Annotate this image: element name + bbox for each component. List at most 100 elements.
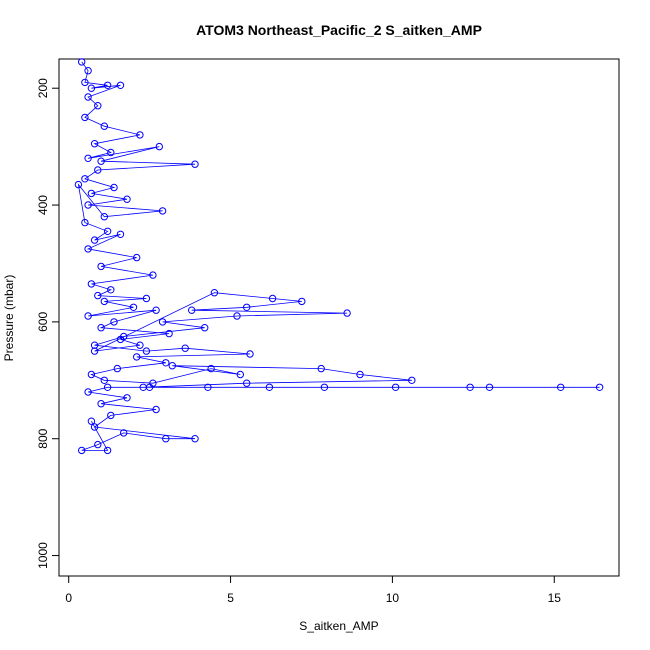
data-point: [100, 376, 109, 384]
data-point: [97, 262, 105, 271]
data-point: [136, 341, 144, 349]
data-point: [123, 195, 131, 203]
data-point: [90, 423, 99, 431]
data-point: [81, 78, 89, 87]
data-point: [87, 189, 96, 198]
data-point: [84, 312, 92, 320]
y-axis-label: Pressure (mbar): [2, 275, 16, 362]
data-point: [191, 160, 199, 168]
data-point: [97, 400, 105, 408]
data-point: [90, 347, 99, 355]
data-point: [97, 324, 105, 332]
x-tick-label: 10: [386, 591, 400, 605]
data-point: [107, 286, 115, 294]
data-point: [90, 341, 99, 349]
data-point: [343, 309, 351, 317]
data-point: [90, 236, 99, 244]
data-point: [142, 294, 151, 303]
data-point: [595, 383, 604, 391]
data-point: [87, 417, 96, 425]
data-point: [113, 364, 122, 373]
data-point: [158, 318, 167, 326]
data-point: [243, 379, 251, 387]
data-point: [298, 297, 306, 306]
y-tick-label: 1000: [36, 542, 50, 569]
data-point: [81, 218, 89, 227]
data-point: [81, 113, 89, 122]
data-point: [107, 411, 115, 420]
data-point: [158, 207, 167, 215]
data-point: [188, 306, 196, 314]
y-tick-label: 600: [36, 312, 50, 332]
data-point: [152, 306, 160, 314]
data-point: [100, 213, 109, 221]
data-point: [84, 201, 92, 209]
x-tick-label: 5: [227, 591, 234, 605]
data-point: [107, 148, 115, 157]
data-point: [84, 67, 92, 75]
x-tick-label: 15: [548, 591, 562, 605]
data-point: [317, 364, 325, 373]
data-point: [84, 154, 92, 163]
series-layer: [74, 58, 604, 455]
data-point: [236, 370, 245, 379]
data-point: [246, 350, 254, 358]
data-point: [165, 329, 173, 338]
data-point: [120, 429, 128, 437]
data-point: [97, 157, 105, 165]
data-point: [210, 289, 219, 297]
data-point: [87, 84, 96, 92]
data-point: [408, 376, 416, 384]
data-point: [145, 383, 154, 391]
data-point: [268, 294, 277, 303]
data-point: [94, 291, 102, 300]
data-point: [168, 362, 177, 370]
data-point: [94, 102, 102, 110]
data-point: [90, 140, 99, 148]
data-point: [201, 324, 209, 332]
x-tick-label: 0: [65, 591, 72, 605]
data-point: [110, 183, 118, 192]
data-point: [78, 58, 86, 66]
data-point: [103, 227, 112, 236]
data-point: [133, 253, 141, 262]
data-point: [356, 370, 364, 379]
data-point: [120, 332, 128, 341]
y-tick-label: 400: [36, 195, 50, 215]
data-point: [116, 230, 125, 239]
data-point: [84, 388, 92, 396]
chart-title: ATOM3 Northeast_Pacific_2 S_aitken_AMP: [196, 22, 482, 38]
data-point: [123, 394, 131, 402]
data-point: [149, 271, 157, 279]
data-point: [181, 344, 189, 352]
data-point: [204, 383, 212, 391]
data-point: [116, 81, 125, 90]
data-point: [74, 180, 83, 189]
data-point: [133, 353, 141, 361]
data-point: [87, 370, 96, 379]
data-point: [103, 383, 112, 391]
data-point: [100, 122, 109, 130]
data-point: [485, 383, 494, 391]
data-point: [162, 435, 170, 443]
x-axis-label: S_aitken_AMP: [299, 619, 378, 633]
data-point: [129, 303, 138, 311]
data-point: [207, 364, 215, 373]
data-point: [110, 318, 118, 326]
series-line: [77, 61, 600, 451]
data-point: [233, 312, 241, 320]
y-axis: 200 400 600 800 1000: [36, 78, 60, 569]
data-point: [84, 245, 92, 253]
data-point: [81, 175, 89, 183]
data-point: [265, 383, 274, 391]
data-point: [162, 359, 170, 367]
data-point: [94, 166, 102, 174]
data-point: [243, 303, 251, 311]
data-point: [152, 405, 160, 414]
data-point: [191, 435, 199, 443]
data-point: [87, 280, 96, 288]
data-point: [320, 383, 329, 391]
data-point: [136, 131, 144, 139]
data-point: [155, 142, 164, 151]
